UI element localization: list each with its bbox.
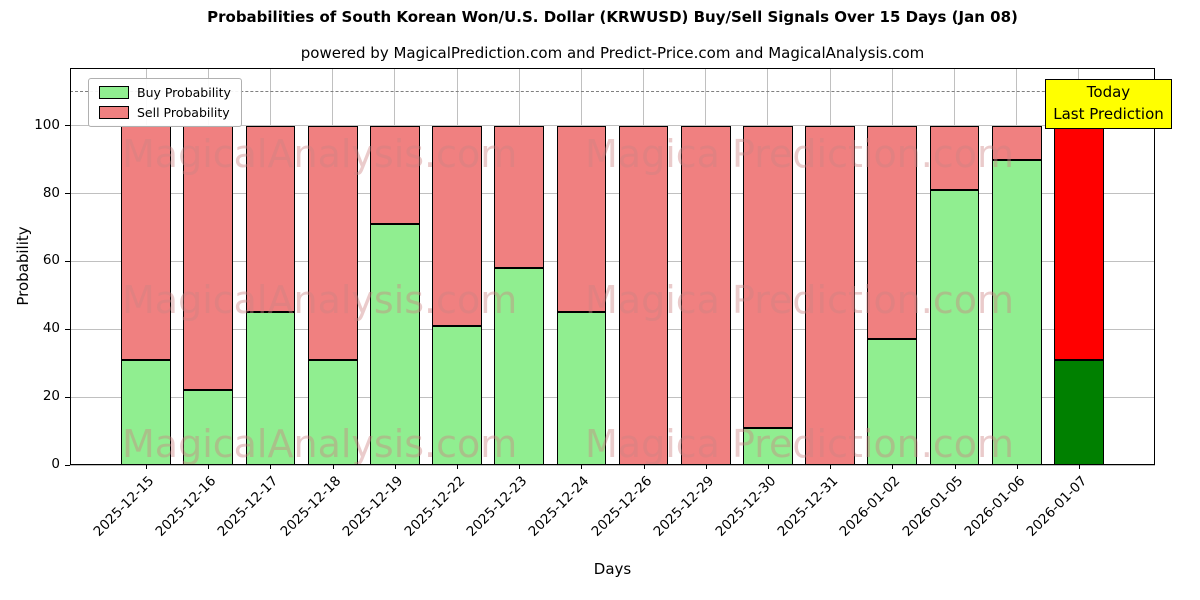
x-axis-label: Days: [593, 560, 632, 578]
bar-segment-sell: [556, 125, 607, 313]
legend-label-buy: Buy Probability: [137, 85, 231, 100]
bar-segment-buy: [494, 268, 545, 465]
x-tick-mark: [1078, 465, 1080, 469]
bar-segment-sell: [369, 125, 420, 225]
today-annotation-line1: Today: [1086, 83, 1131, 101]
y-tick-mark: [65, 328, 70, 330]
bar-segment-sell: [929, 125, 980, 191]
legend-label-sell: Sell Probability: [137, 105, 230, 120]
x-tick-mark: [892, 465, 894, 469]
bar-segment-sell: [680, 125, 731, 465]
today-annotation: Today Last Prediction: [1045, 79, 1172, 129]
x-tick-mark: [954, 465, 956, 469]
bar-segment-buy: [369, 224, 420, 465]
y-tick-mark: [65, 396, 70, 398]
y-tick-label: 40: [42, 320, 60, 337]
bar-segment-sell: [494, 125, 545, 269]
y-tick-label: 100: [34, 116, 60, 133]
legend: Buy Probability Sell Probability: [88, 78, 242, 127]
x-tick-mark: [643, 465, 645, 469]
gridline-horizontal: [70, 328, 1155, 330]
chart-title: Probabilities of South Korean Won/U.S. D…: [207, 8, 1018, 26]
bar-segment-buy: [1054, 359, 1104, 465]
bar-segment-buy: [245, 312, 296, 465]
plot-area: [70, 68, 1155, 466]
y-tick-label: 60: [42, 252, 60, 269]
y-tick-mark: [65, 260, 70, 262]
gridline-horizontal: [70, 260, 1155, 262]
bar-segment-buy: [867, 339, 918, 465]
x-tick-mark: [705, 465, 707, 469]
gridline-horizontal: [70, 193, 1155, 195]
bar-segment-buy: [929, 190, 980, 465]
x-tick-mark: [332, 465, 334, 469]
bar-segment-buy: [743, 427, 793, 465]
x-tick-mark: [457, 465, 459, 469]
bar-segment-buy: [183, 390, 234, 465]
legend-swatch-sell-icon: [99, 106, 129, 119]
x-tick-mark: [146, 465, 148, 469]
x-tick-mark: [581, 465, 583, 469]
y-tick-mark: [65, 193, 70, 195]
today-annotation-line2: Last Prediction: [1053, 104, 1164, 123]
y-tick-mark: [65, 464, 70, 466]
bar-segment-sell: [183, 125, 234, 391]
x-tick-mark: [394, 465, 396, 469]
bar-segment-sell: [432, 125, 482, 326]
bar-segment-buy: [432, 325, 482, 465]
y-tick-label: 0: [51, 456, 60, 472]
chart-subtitle: powered by MagicalPrediction.com and Pre…: [300, 44, 925, 62]
bar-segment-sell: [867, 125, 918, 340]
bar-segment-sell: [991, 125, 1042, 160]
legend-item-sell: Sell Probability: [99, 105, 231, 120]
legend-swatch-buy-icon: [99, 86, 129, 99]
x-tick-mark: [767, 465, 769, 469]
gridline-horizontal: [70, 396, 1155, 398]
bar-segment-sell: [307, 125, 358, 360]
bar-segment-sell: [1054, 125, 1104, 360]
x-tick-mark: [830, 465, 832, 469]
x-tick-mark: [1016, 465, 1018, 469]
bar-segment-buy: [121, 359, 171, 465]
bar-segment-buy: [991, 159, 1042, 465]
bar-segment-buy: [556, 312, 607, 465]
x-tick-mark: [208, 465, 210, 469]
gridline-horizontal: [70, 464, 1155, 466]
bar-segment-sell: [743, 125, 793, 428]
x-tick-mark: [270, 465, 272, 469]
bar-segment-sell: [618, 125, 669, 465]
legend-item-buy: Buy Probability: [99, 85, 231, 100]
bar-segment-buy: [307, 359, 358, 465]
y-tick-mark: [65, 125, 70, 127]
x-tick-mark: [519, 465, 521, 469]
y-tick-label: 80: [42, 184, 60, 201]
gridline-horizontal: [70, 125, 1155, 127]
threshold-dashed-line: [70, 90, 1155, 92]
bar-segment-sell: [805, 125, 856, 465]
bar-segment-sell: [121, 125, 171, 360]
y-tick-label: 20: [42, 388, 60, 405]
bar-segment-sell: [245, 125, 296, 313]
